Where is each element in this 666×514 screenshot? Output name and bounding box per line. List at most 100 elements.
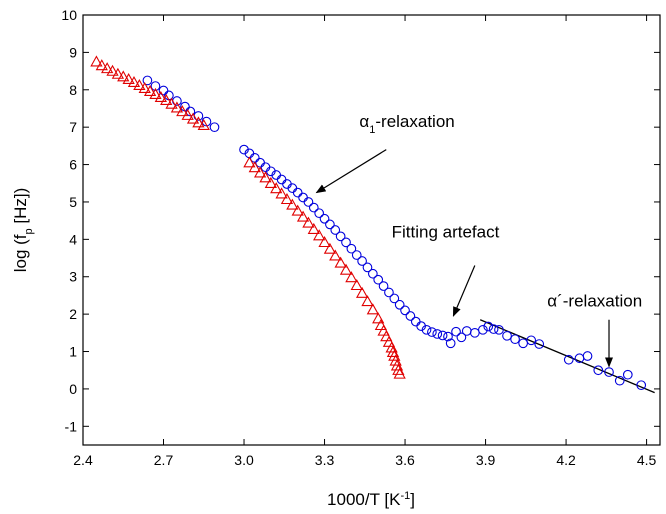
data-point-triangle [264, 176, 277, 188]
data-point-triangle [270, 182, 283, 194]
data-point-circle [357, 256, 367, 266]
annotation-alphaprime: α´-relaxation [547, 292, 642, 311]
x-tick-label: 3.3 [315, 452, 335, 468]
data-point-circle [432, 329, 443, 339]
tick-group: 2.4 2.7 3.0 3.3 3.6 3.9 4.2 4.5 -1 0 1 2 3 4 5 6 7 8 9 10 [61, 7, 660, 468]
data-point-triangle [111, 67, 125, 79]
data-point-circle [410, 316, 421, 327]
data-point-circle [582, 351, 593, 361]
x-axis-label: 1000/T [K-1] [327, 490, 415, 509]
y-tick-label: -1 [65, 418, 78, 434]
data-point-triangle [345, 271, 358, 283]
data-point-triangle [339, 263, 353, 275]
data-point-circle [367, 268, 378, 279]
data-point-triangle [390, 359, 404, 371]
data-point-triangle [318, 236, 331, 248]
data-point-circle [443, 331, 453, 342]
annotation-alpha1: α1-relaxation [359, 112, 454, 136]
data-point-circle [308, 202, 319, 213]
data-point-circle [351, 250, 362, 260]
data-point-triangle [291, 204, 304, 216]
y-tick-label: 4 [69, 231, 77, 247]
annotation-text: ´-relaxation [557, 292, 642, 311]
data-point-triangle [106, 64, 119, 76]
data-point-triangle [323, 242, 337, 254]
data-point-circle [150, 81, 161, 91]
data-point-circle [330, 225, 341, 235]
data-point-triangle [186, 112, 200, 124]
data-point-triangle [313, 229, 326, 241]
data-point-circle [488, 324, 499, 334]
data-point-circle [469, 327, 480, 338]
data-point-triangle [160, 93, 173, 105]
data-point-circle [563, 354, 574, 365]
data-point-circle [421, 324, 432, 335]
data-point-circle [483, 321, 494, 332]
data-point-circle [400, 305, 410, 316]
data-point-triangle [388, 349, 401, 361]
data-point-triangle [122, 72, 135, 85]
data-point-circle [325, 219, 335, 230]
data-point-triangle [280, 193, 294, 205]
data-point-triangle [138, 81, 151, 93]
annotation-text: -relaxation [375, 112, 454, 131]
data-point-circle [593, 365, 604, 376]
data-point-circle [298, 192, 308, 203]
data-point-triangle [386, 345, 400, 357]
data-point-triangle [95, 59, 108, 71]
data-point-triangle [366, 303, 379, 315]
data-point-triangle [176, 105, 189, 117]
data-point-triangle [101, 62, 114, 74]
data-point-circle [276, 174, 287, 185]
data-point-triangle [372, 312, 385, 324]
data-point-triangle [329, 249, 342, 261]
data-point-circle [335, 231, 346, 242]
x-tick-label: 4.5 [637, 452, 657, 468]
data-point-triangle [259, 171, 272, 183]
data-point-circle [341, 237, 351, 248]
data-point-triangle [165, 97, 178, 109]
data-point-circle [534, 339, 545, 349]
data-point-circle [451, 326, 461, 337]
data-point-circle [389, 293, 400, 304]
data-point-triangle [127, 75, 141, 88]
data-point-circle [456, 332, 467, 343]
plot-frame [82, 14, 661, 446]
data-point-circle [518, 338, 528, 349]
data-point-circle [502, 330, 512, 341]
data-point-triangle [385, 341, 398, 353]
x-tick-label: 3.9 [476, 452, 496, 468]
annotation-fitting: Fitting artefact [392, 222, 500, 241]
annotation-arrow [452, 265, 476, 317]
y-axis-label: log (fp [Hz]) [11, 188, 35, 273]
data-point-circle [437, 330, 448, 341]
data-point-triangle [181, 108, 194, 120]
data-point-circle [346, 243, 357, 254]
annotation-sub: 1 [369, 124, 375, 136]
data-point-triangle [197, 118, 210, 131]
y-tick-label: 3 [69, 269, 77, 285]
data-point-circle [510, 334, 520, 345]
data-point-circle [303, 197, 314, 207]
annotation-group: α1-relaxation Fitting artefact α´-relaxati… [315, 112, 642, 368]
data-point-triangle [393, 367, 406, 379]
data-point-circle [319, 213, 330, 224]
data-point-circle [362, 262, 373, 273]
data-point-circle [526, 335, 537, 346]
data-point-triangle [253, 166, 267, 178]
data-point-circle [158, 85, 169, 96]
data-point-circle [314, 208, 325, 219]
data-point-triangle [355, 286, 369, 298]
x-tick-label: 3.6 [395, 452, 415, 468]
data-point-circle [445, 338, 456, 349]
data-point-circle [142, 75, 153, 86]
data-point-triangle [90, 55, 103, 67]
data-point-triangle [133, 78, 146, 91]
data-point-triangle [170, 101, 184, 113]
data-point-triangle [361, 295, 374, 307]
y-tick-label: 2 [69, 306, 77, 322]
data-point-triangle [334, 256, 347, 268]
y-tick-label: 0 [69, 381, 77, 397]
y-tick-label: 9 [69, 44, 77, 60]
x-tick-label: 2.7 [154, 452, 174, 468]
